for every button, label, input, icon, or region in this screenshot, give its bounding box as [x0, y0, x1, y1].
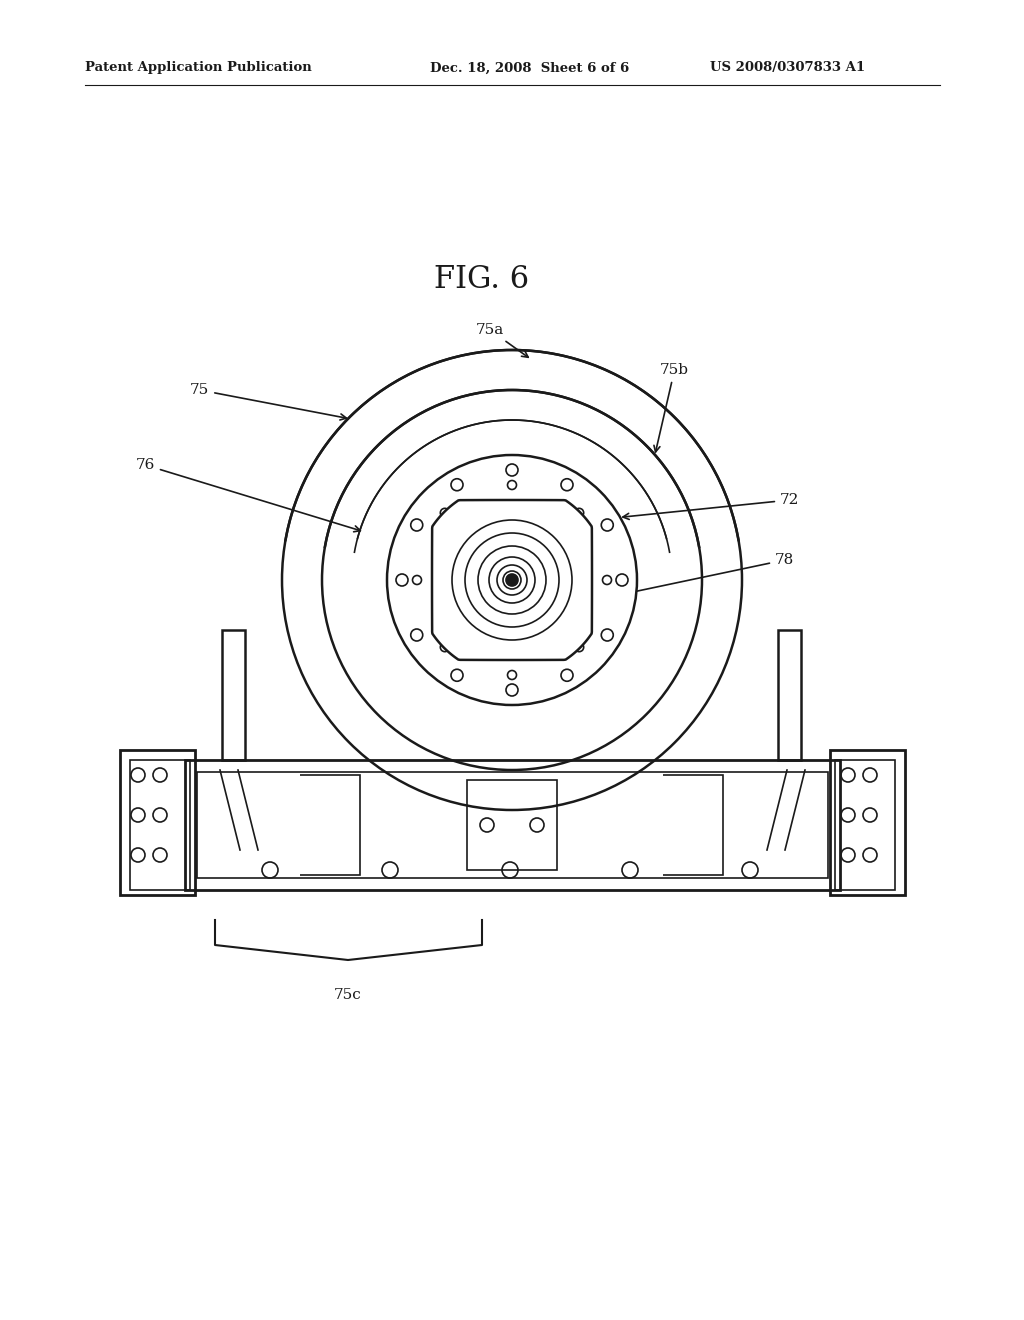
Circle shape [506, 574, 518, 586]
Circle shape [508, 671, 516, 680]
Text: 75c: 75c [334, 987, 361, 1002]
Circle shape [561, 479, 573, 491]
Text: FIG. 6: FIG. 6 [434, 264, 529, 296]
Text: 78: 78 [581, 553, 795, 605]
Text: Patent Application Publication: Patent Application Publication [85, 62, 311, 74]
Circle shape [506, 684, 518, 696]
Text: US 2008/0307833 A1: US 2008/0307833 A1 [710, 62, 865, 74]
Circle shape [506, 465, 518, 477]
Circle shape [574, 643, 584, 652]
Text: 75a: 75a [476, 323, 528, 358]
Circle shape [396, 574, 408, 586]
Circle shape [616, 574, 628, 586]
Circle shape [440, 643, 450, 652]
Circle shape [451, 479, 463, 491]
Circle shape [451, 669, 463, 681]
Polygon shape [432, 500, 592, 660]
Circle shape [411, 519, 423, 531]
Text: 76: 76 [135, 458, 360, 532]
Circle shape [601, 519, 613, 531]
Circle shape [387, 455, 637, 705]
Circle shape [440, 508, 450, 517]
Text: 75: 75 [190, 383, 346, 420]
Circle shape [601, 630, 613, 642]
Circle shape [561, 669, 573, 681]
Circle shape [413, 576, 422, 585]
Circle shape [574, 508, 584, 517]
Text: 75b: 75b [654, 363, 689, 451]
Circle shape [411, 630, 423, 642]
Text: 72: 72 [623, 492, 800, 520]
Text: Dec. 18, 2008  Sheet 6 of 6: Dec. 18, 2008 Sheet 6 of 6 [430, 62, 630, 74]
Circle shape [508, 480, 516, 490]
Circle shape [602, 576, 611, 585]
